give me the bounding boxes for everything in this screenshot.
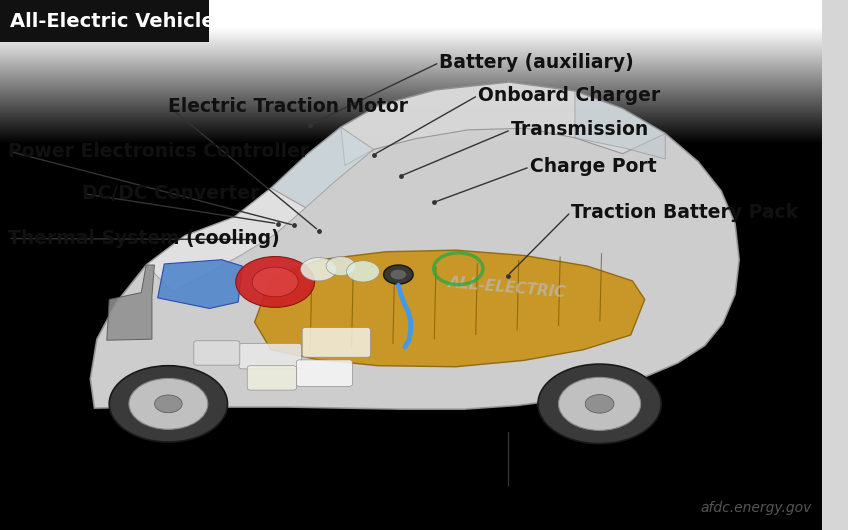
Polygon shape bbox=[107, 265, 154, 340]
Polygon shape bbox=[91, 82, 739, 409]
Text: Charge Port: Charge Port bbox=[530, 157, 656, 176]
Circle shape bbox=[300, 258, 337, 281]
Circle shape bbox=[559, 377, 640, 430]
Circle shape bbox=[109, 366, 227, 442]
FancyBboxPatch shape bbox=[302, 328, 371, 357]
Text: Power Electronics Controller: Power Electronics Controller bbox=[8, 142, 310, 161]
Circle shape bbox=[585, 394, 614, 413]
Circle shape bbox=[347, 261, 379, 282]
FancyBboxPatch shape bbox=[248, 366, 297, 390]
Circle shape bbox=[236, 257, 315, 307]
Text: Electric Traction Motor: Electric Traction Motor bbox=[169, 96, 409, 116]
FancyBboxPatch shape bbox=[0, 0, 209, 42]
Polygon shape bbox=[254, 250, 644, 367]
Text: All-Electric Vehicle: All-Electric Vehicle bbox=[10, 12, 215, 31]
Text: Battery (auxiliary): Battery (auxiliary) bbox=[439, 53, 634, 72]
Polygon shape bbox=[575, 91, 666, 159]
Circle shape bbox=[326, 257, 355, 276]
Polygon shape bbox=[158, 260, 243, 308]
Text: afdc.energy.gov: afdc.energy.gov bbox=[700, 501, 812, 515]
Circle shape bbox=[154, 395, 182, 413]
Polygon shape bbox=[271, 127, 374, 208]
Text: ALL-ELECTRIC: ALL-ELECTRIC bbox=[448, 275, 567, 300]
Circle shape bbox=[252, 267, 298, 297]
Polygon shape bbox=[341, 82, 666, 165]
Text: Onboard Charger: Onboard Charger bbox=[478, 86, 661, 105]
Circle shape bbox=[129, 378, 208, 429]
Circle shape bbox=[538, 364, 661, 444]
Text: Thermal System (cooling): Thermal System (cooling) bbox=[8, 229, 280, 248]
Text: Transmission: Transmission bbox=[510, 120, 649, 139]
FancyBboxPatch shape bbox=[194, 341, 240, 365]
Circle shape bbox=[383, 265, 413, 284]
Polygon shape bbox=[146, 188, 305, 292]
FancyBboxPatch shape bbox=[239, 343, 301, 369]
Circle shape bbox=[390, 269, 406, 280]
Text: Traction Battery Pack: Traction Battery Pack bbox=[571, 202, 798, 222]
FancyBboxPatch shape bbox=[297, 360, 353, 386]
Text: DC/DC Converter: DC/DC Converter bbox=[82, 184, 259, 203]
